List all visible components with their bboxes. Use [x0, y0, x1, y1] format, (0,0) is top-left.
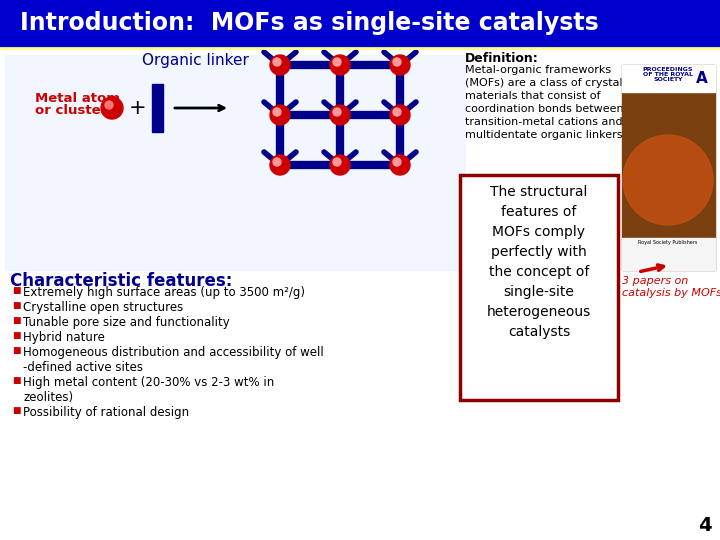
- Bar: [622, 238, 715, 270]
- Text: Tunable pore size and functionality: Tunable pore size and functionality: [23, 316, 230, 329]
- Text: ■: ■: [12, 346, 20, 355]
- Text: OF THE ROYAL: OF THE ROYAL: [643, 72, 693, 77]
- Circle shape: [101, 97, 123, 119]
- Text: ■: ■: [12, 316, 20, 325]
- Circle shape: [390, 155, 410, 175]
- Circle shape: [393, 58, 401, 66]
- Circle shape: [393, 158, 401, 166]
- Text: multidentate organic linkers.: multidentate organic linkers.: [465, 130, 626, 140]
- Text: Organic linker: Organic linker: [142, 53, 248, 68]
- Text: High metal content (20-30% vs 2-3 wt% in: High metal content (20-30% vs 2-3 wt% in: [23, 376, 274, 389]
- Text: Royal Society Publishers: Royal Society Publishers: [639, 240, 698, 245]
- Text: Hybrid nature: Hybrid nature: [23, 331, 105, 344]
- Text: ■: ■: [12, 301, 20, 310]
- Circle shape: [270, 155, 290, 175]
- Bar: [460, 175, 618, 400]
- Text: +: +: [129, 98, 147, 118]
- Text: Characteristic features:: Characteristic features:: [10, 272, 233, 290]
- Bar: [152, 84, 163, 132]
- Text: ■: ■: [12, 331, 20, 340]
- Circle shape: [105, 101, 113, 109]
- Text: Crystalline open structures: Crystalline open structures: [23, 301, 184, 314]
- Text: Introduction:  MOFs as single-site catalysts: Introduction: MOFs as single-site cataly…: [20, 11, 599, 35]
- Text: catalysis by MOFs: catalysis by MOFs: [622, 288, 720, 298]
- Text: PROCEEDINGS: PROCEEDINGS: [643, 67, 693, 72]
- Text: 4: 4: [698, 516, 712, 535]
- Circle shape: [333, 108, 341, 116]
- Text: transition-metal cations and: transition-metal cations and: [465, 117, 623, 127]
- Circle shape: [330, 55, 350, 75]
- Text: (MOFs) are a class of crystalline: (MOFs) are a class of crystalline: [465, 78, 643, 88]
- Text: or cluster: or cluster: [35, 104, 107, 117]
- Bar: [622, 65, 715, 270]
- Circle shape: [273, 108, 281, 116]
- Text: Homogeneous distribution and accessibility of well: Homogeneous distribution and accessibili…: [23, 346, 324, 359]
- Text: ■: ■: [12, 406, 20, 415]
- Text: Possibility of rational design: Possibility of rational design: [23, 406, 189, 419]
- Circle shape: [333, 58, 341, 66]
- Circle shape: [273, 58, 281, 66]
- Text: Metal-organic frameworks: Metal-organic frameworks: [465, 65, 611, 75]
- Circle shape: [390, 105, 410, 125]
- Circle shape: [273, 158, 281, 166]
- Bar: [0, 0, 720, 47]
- Text: ■: ■: [12, 376, 20, 385]
- Text: zeolites): zeolites): [23, 391, 73, 404]
- Circle shape: [393, 108, 401, 116]
- Circle shape: [390, 55, 410, 75]
- Circle shape: [330, 105, 350, 125]
- Text: Metal atom: Metal atom: [35, 92, 120, 105]
- Text: materials that consist of: materials that consist of: [465, 91, 600, 101]
- Text: coordination bonds between: coordination bonds between: [465, 104, 624, 114]
- Bar: [622, 65, 715, 92]
- Text: ■: ■: [12, 286, 20, 295]
- Circle shape: [270, 105, 290, 125]
- Circle shape: [270, 55, 290, 75]
- Text: -defined active sites: -defined active sites: [23, 361, 143, 374]
- Text: Extremely high surface areas (up to 3500 m²/g): Extremely high surface areas (up to 3500…: [23, 286, 305, 299]
- Text: Definition:: Definition:: [465, 52, 539, 65]
- Circle shape: [333, 158, 341, 166]
- Text: SOCIETY: SOCIETY: [653, 77, 683, 82]
- Text: A: A: [696, 71, 708, 86]
- Circle shape: [623, 135, 713, 225]
- Text: The structural
features of
MOFs comply
perfectly with
the concept of
single-site: The structural features of MOFs comply p…: [487, 185, 591, 339]
- Bar: [5, 55, 465, 270]
- Circle shape: [330, 155, 350, 175]
- Text: 3 papers on: 3 papers on: [622, 276, 688, 286]
